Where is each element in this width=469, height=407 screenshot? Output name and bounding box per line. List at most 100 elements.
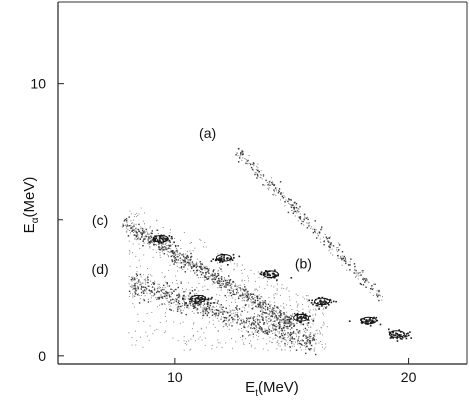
data-point bbox=[202, 313, 204, 315]
noise-point bbox=[270, 285, 272, 287]
data-point bbox=[136, 235, 138, 237]
data-point bbox=[330, 252, 332, 254]
data-point bbox=[226, 318, 227, 320]
data-point bbox=[353, 263, 356, 265]
data-point bbox=[293, 338, 295, 340]
data-point bbox=[151, 291, 153, 293]
data-point bbox=[252, 169, 254, 171]
noise-point bbox=[279, 331, 280, 333]
data-point bbox=[310, 332, 312, 334]
data-point bbox=[216, 305, 218, 307]
data-point bbox=[233, 293, 235, 296]
data-point bbox=[228, 288, 230, 290]
data-point bbox=[261, 314, 263, 316]
noise-point bbox=[182, 269, 184, 270]
noise-point bbox=[261, 312, 263, 314]
noise-point bbox=[143, 254, 145, 256]
data-point bbox=[254, 302, 256, 304]
noise-point bbox=[272, 338, 274, 340]
data-point bbox=[367, 281, 369, 283]
data-point bbox=[180, 260, 181, 262]
data-point bbox=[153, 289, 156, 291]
noise-point bbox=[211, 345, 213, 346]
cluster-point bbox=[182, 298, 184, 300]
data-point bbox=[169, 301, 171, 303]
data-point bbox=[307, 218, 309, 221]
data-point bbox=[273, 193, 275, 195]
data-point bbox=[178, 294, 180, 296]
noise-point bbox=[139, 298, 141, 300]
data-point bbox=[159, 304, 161, 306]
data-point bbox=[206, 308, 208, 310]
data-point bbox=[143, 230, 145, 232]
data-point bbox=[163, 303, 165, 305]
noise-point bbox=[250, 346, 252, 348]
data-point bbox=[284, 319, 286, 321]
data-point bbox=[183, 298, 185, 300]
data-point bbox=[274, 313, 276, 315]
data-point bbox=[213, 303, 215, 304]
noise-point bbox=[258, 332, 260, 334]
noise-point bbox=[204, 337, 206, 339]
data-point bbox=[185, 288, 187, 290]
data-point bbox=[278, 324, 280, 326]
data-point bbox=[287, 319, 289, 321]
data-point bbox=[158, 291, 160, 293]
data-point bbox=[255, 327, 257, 329]
data-point bbox=[253, 316, 255, 318]
noise-point bbox=[220, 265, 222, 267]
data-point bbox=[278, 190, 280, 191]
data-point bbox=[304, 342, 306, 344]
data-point bbox=[225, 286, 227, 288]
data-point bbox=[255, 330, 256, 332]
data-point bbox=[222, 280, 225, 282]
noise-point bbox=[235, 301, 237, 303]
data-point bbox=[159, 286, 161, 288]
data-point bbox=[176, 256, 178, 258]
data-point bbox=[170, 248, 172, 250]
data-point bbox=[132, 276, 134, 278]
noise-point bbox=[231, 313, 233, 315]
cluster-point bbox=[221, 257, 223, 260]
data-point bbox=[262, 303, 264, 305]
data-point bbox=[240, 314, 242, 316]
data-point bbox=[319, 233, 321, 235]
data-point bbox=[126, 230, 128, 232]
noise-point bbox=[143, 220, 145, 222]
y-tick-label: 10 bbox=[30, 76, 46, 92]
data-point bbox=[275, 328, 277, 331]
data-point bbox=[132, 285, 134, 287]
data-point bbox=[203, 308, 205, 310]
noise-point bbox=[271, 341, 273, 343]
noise-point bbox=[259, 327, 261, 329]
data-point bbox=[166, 254, 168, 256]
data-point bbox=[206, 310, 208, 312]
series-annotation: (b) bbox=[295, 256, 312, 272]
data-point bbox=[339, 258, 341, 259]
data-point bbox=[135, 282, 137, 284]
data-point bbox=[145, 236, 147, 238]
noise-point bbox=[250, 340, 251, 342]
data-point bbox=[315, 353, 317, 356]
data-point bbox=[376, 294, 378, 296]
data-point bbox=[241, 322, 243, 324]
data-point bbox=[241, 300, 243, 302]
data-point bbox=[313, 334, 315, 336]
data-point bbox=[243, 293, 245, 295]
data-point bbox=[218, 311, 220, 313]
data-point bbox=[242, 296, 244, 298]
data-point bbox=[345, 262, 347, 264]
noise-point bbox=[308, 306, 309, 308]
noise-point bbox=[232, 309, 234, 311]
noise-point bbox=[241, 339, 243, 341]
noise-point bbox=[311, 318, 313, 320]
data-point bbox=[246, 163, 248, 165]
data-point bbox=[275, 326, 277, 328]
noise-point bbox=[214, 282, 216, 284]
data-point bbox=[289, 198, 291, 201]
noise-point bbox=[187, 268, 189, 270]
data-point bbox=[248, 155, 250, 156]
data-point bbox=[269, 317, 271, 319]
cluster-point bbox=[266, 273, 269, 275]
